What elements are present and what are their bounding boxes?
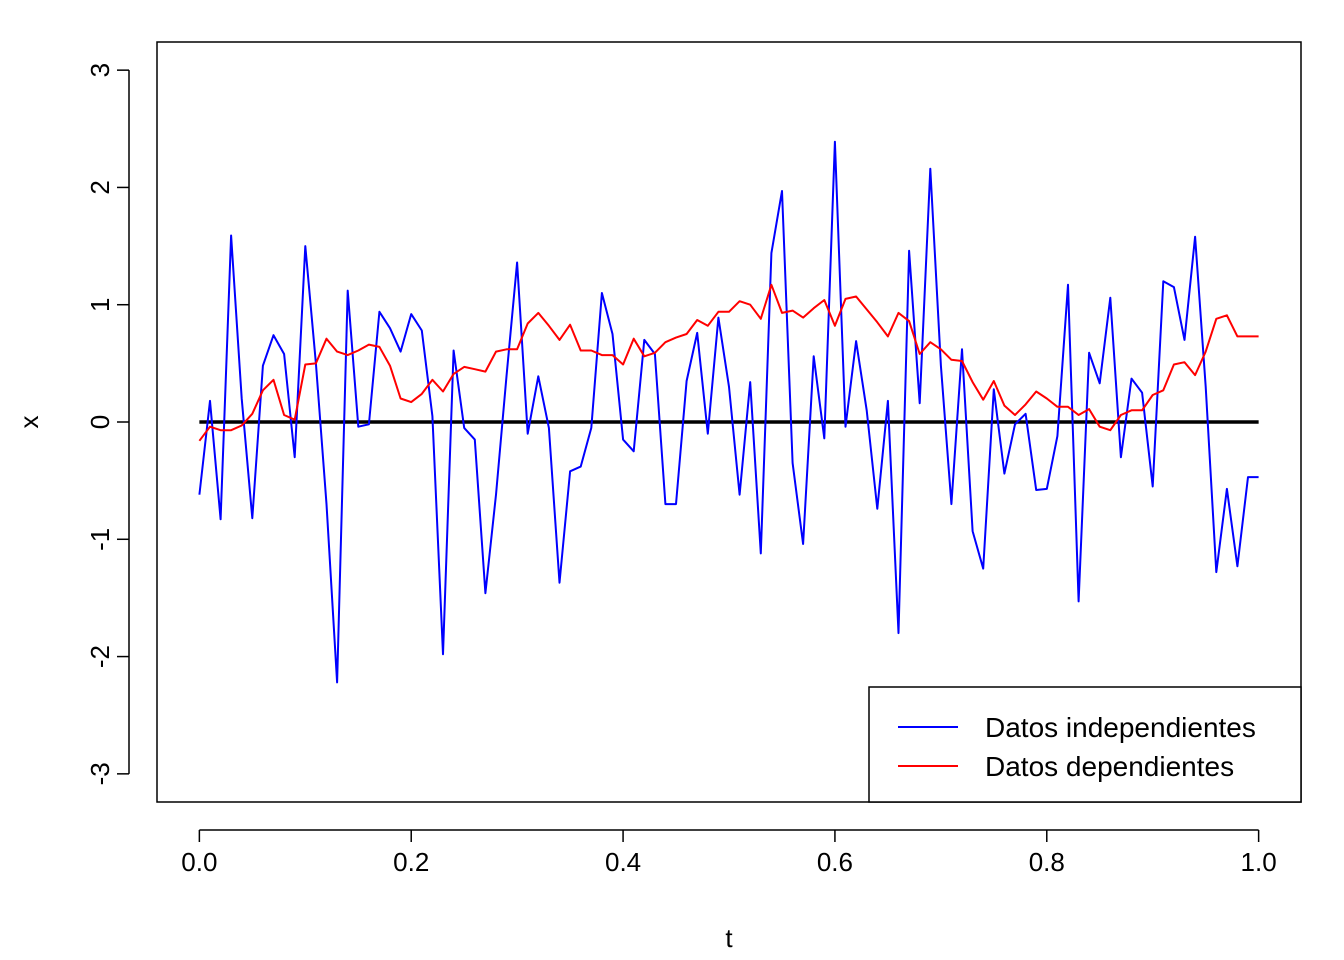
legend-box (868, 686, 1302, 803)
x-axis-label: t (725, 923, 733, 953)
x-axis: 0.0 0.2 0.4 0.6 0.8 1.0 (181, 829, 1277, 877)
x-tick-label: 1.0 (1241, 847, 1277, 877)
legend-label-dependientes: Datos dependientes (985, 751, 1234, 782)
legend-label-independientes: Datos independientes (985, 712, 1256, 743)
y-axis: -3 -2 -1 0 1 2 3 (85, 63, 130, 785)
x-tick-label: 0.8 (1029, 847, 1065, 877)
series-line-independientes (198, 140, 1259, 684)
y-tick-label: -3 (85, 762, 115, 785)
y-tick-label: 2 (85, 180, 115, 194)
y-tick-label: -2 (85, 645, 115, 668)
x-tick-label: 0.2 (393, 847, 429, 877)
plot-frame (156, 41, 1302, 803)
y-axis-label: x (14, 416, 44, 429)
series-line-dependientes (198, 283, 1259, 442)
plot-area (198, 140, 1259, 684)
y-tick-label: 0 (85, 415, 115, 429)
y-tick-label: 1 (85, 297, 115, 311)
y-tick-label: -1 (85, 528, 115, 551)
legend: Datos independientes Datos dependientes (868, 686, 1302, 803)
x-tick-label: 0.6 (817, 847, 853, 877)
y-tick-label: 3 (85, 63, 115, 77)
x-tick-label: 0.4 (605, 847, 641, 877)
x-tick-label: 0.0 (181, 847, 217, 877)
